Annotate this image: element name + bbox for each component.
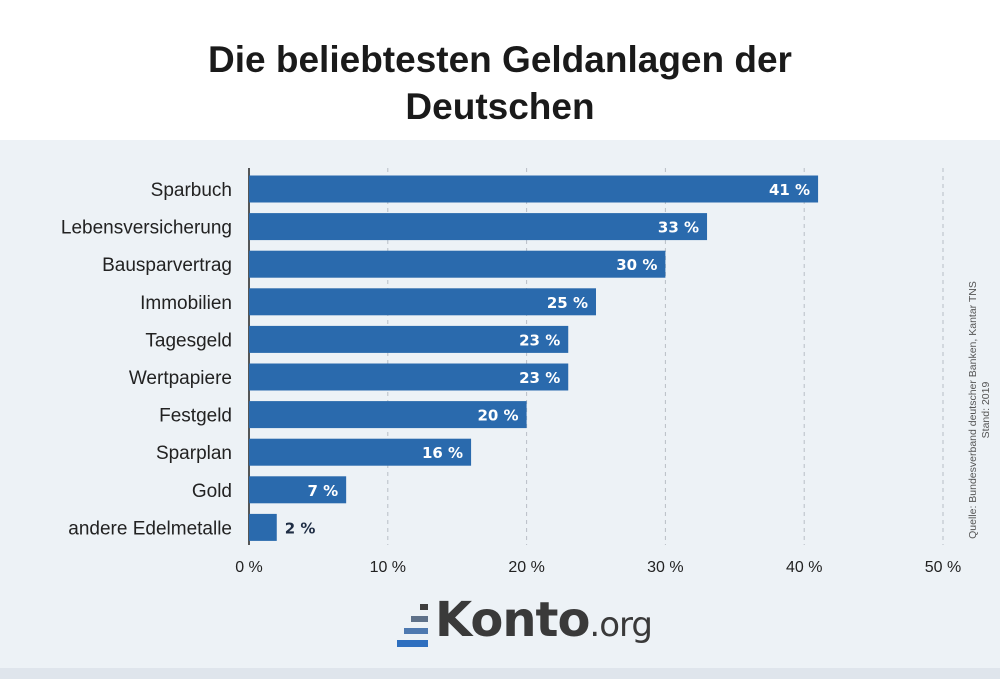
x-tick-label: 40 % [786, 559, 822, 576]
category-label: Sparplan [156, 443, 232, 464]
bar [249, 476, 347, 504]
bar [249, 513, 277, 541]
source-note: Quelle: Bundesverband deutscher Banken, … [967, 245, 993, 575]
category-label: Lebensversicherung [61, 218, 232, 239]
header: Die beliebtesten Geldanlagen der Deutsche… [0, 0, 1000, 140]
x-tick-label: 30 % [647, 559, 683, 576]
category-label: Tagesgeld [145, 330, 232, 351]
x-tick-label: 50 % [925, 559, 961, 576]
source-text: Quelle: Bundesverband deutscher Banken, … [967, 281, 979, 539]
category-label: Wertpapiere [129, 368, 232, 389]
category-label: Festgeld [159, 406, 232, 427]
data-label: 16 % [422, 444, 463, 462]
bar-chart: 0 % 10 % 20 % 30 % 40 % 50 % Sparbuch 41 % Leben… [61, 168, 961, 576]
x-tick-label: 20 % [508, 559, 544, 576]
footer-strip [0, 668, 1000, 679]
bar [249, 175, 819, 203]
bar [249, 250, 666, 278]
category-label: andere Edelmetalle [68, 518, 232, 539]
data-label: 23 % [519, 331, 560, 349]
bar [249, 401, 527, 429]
category-label: Bausparvertrag [102, 255, 232, 276]
x-tick-label: 0 % [235, 559, 263, 576]
x-tick-label: 10 % [370, 559, 406, 576]
logo-name: Konto [435, 592, 590, 648]
data-label: 33 % [658, 219, 699, 237]
bar [249, 438, 472, 466]
source-date: Stand: 2019 [980, 381, 992, 439]
category-label: Immobilien [140, 293, 232, 314]
category-label: Gold [192, 481, 232, 502]
data-label: 23 % [519, 369, 560, 387]
data-label: 41 % [769, 181, 810, 199]
data-label: 30 % [616, 256, 657, 274]
bar [249, 213, 708, 241]
bar [249, 363, 569, 391]
data-label: 25 % [547, 294, 588, 312]
logo-suffix: .org [589, 605, 653, 645]
bar [249, 325, 569, 353]
chart-title: Die beliebtesten Geldanlagen der Deutsche… [208, 39, 792, 127]
category-label: Sparbuch [151, 180, 232, 201]
logo-bars-icon [397, 604, 428, 647]
bar [249, 288, 596, 316]
data-label: 7 % [307, 482, 338, 500]
data-label: 20 % [477, 407, 518, 425]
data-label: 2 % [285, 519, 316, 537]
